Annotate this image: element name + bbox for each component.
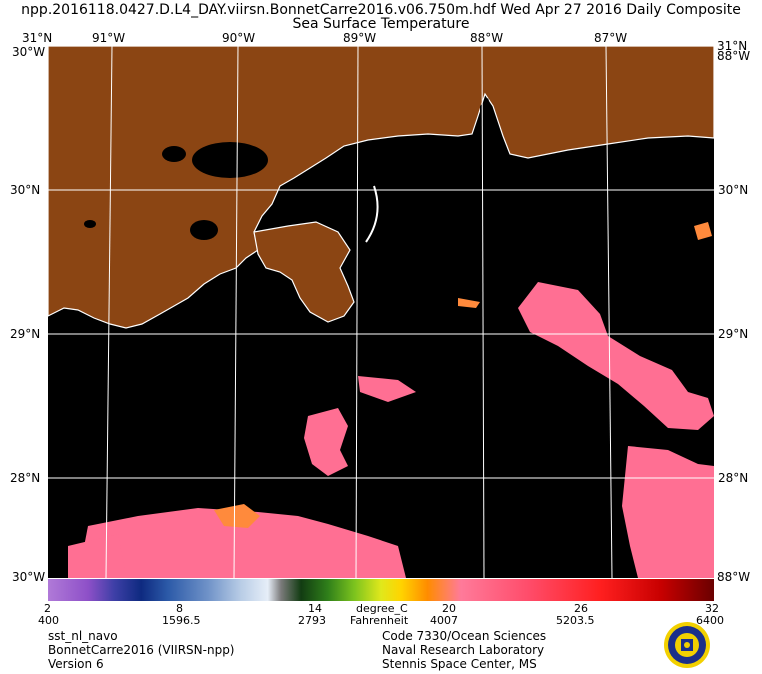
lon-label-91w: 91°W bbox=[92, 31, 126, 45]
sst-patch-central-north bbox=[358, 376, 416, 402]
corner-label-bottom-right: 88°W bbox=[717, 570, 751, 584]
map-svg bbox=[48, 46, 714, 578]
delta bbox=[253, 221, 355, 323]
lat-label-29n-right: 29°N bbox=[718, 327, 749, 341]
sst-patch-orange-1 bbox=[214, 504, 260, 528]
colorbar-tick-f-0: 400 bbox=[38, 614, 59, 627]
lake-pontchartrain bbox=[192, 142, 268, 178]
corner-label-top-right: 88°W bbox=[717, 49, 751, 63]
product-subtitle: Sea Surface Temperature bbox=[292, 16, 470, 32]
sst-patch-east-lower bbox=[622, 446, 714, 578]
image-title: npp.2016118.0427.D.L4_DAY.viirsn.BonnetC… bbox=[21, 2, 741, 18]
sst-patch-orange-2 bbox=[458, 298, 480, 308]
corner-label-bottom-left: 30°W bbox=[12, 570, 46, 584]
footer-location: Stennis Space Center, MS bbox=[382, 657, 537, 671]
colorbar-tick-f-2: 2793 bbox=[298, 614, 326, 627]
footer-lab: Naval Research Laboratory bbox=[382, 643, 545, 657]
lake-salvador bbox=[190, 220, 218, 240]
footer-product-name: sst_nl_navo bbox=[48, 629, 118, 643]
sst-patches bbox=[68, 222, 714, 578]
colorbar-tick-c-2: 14 bbox=[308, 602, 322, 615]
mobile-bay bbox=[476, 98, 498, 154]
corner-label-top-left: 30°W bbox=[12, 45, 46, 59]
sst-patch-west-edge bbox=[68, 534, 126, 578]
colorbar-tick-f-5: 6400 bbox=[696, 614, 724, 627]
colorbar-unit-c: degree_C bbox=[356, 602, 408, 615]
lon-label-87w: 87°W bbox=[594, 31, 628, 45]
colorbar-tick-c-0: 2 bbox=[44, 602, 51, 615]
inland-lake bbox=[84, 220, 96, 228]
graticule bbox=[48, 46, 714, 578]
meridian-88w bbox=[481, 46, 485, 578]
sst-patch-orange-3 bbox=[694, 222, 712, 240]
colorbar-tick-f-4: 5203.5 bbox=[556, 614, 595, 627]
lon-label-89w: 89°W bbox=[343, 31, 377, 45]
colorbar-tick-c-3: 20 bbox=[442, 602, 456, 615]
seal-dot bbox=[684, 642, 690, 648]
colorbar-tick-c-1: 8 bbox=[176, 602, 183, 615]
lat-label-top-right: 31°N bbox=[717, 39, 748, 53]
sst-map bbox=[48, 46, 714, 578]
colorbar-tick-f-3: 4007 bbox=[430, 614, 458, 627]
meridian-91w bbox=[105, 46, 113, 578]
colorbar-tick-c-4: 26 bbox=[574, 602, 588, 615]
nrl-seal-icon bbox=[664, 622, 710, 668]
lat-label-30n-right: 30°N bbox=[718, 183, 749, 197]
lat-label-28n-left: 28°N bbox=[10, 471, 41, 485]
lon-label-90w: 90°W bbox=[222, 31, 256, 45]
footer-version: Version 6 bbox=[48, 657, 104, 671]
meridian-90w bbox=[233, 46, 239, 578]
lake-maurepas bbox=[162, 146, 186, 162]
footer-code: Code 7330/Ocean Sciences bbox=[382, 629, 547, 643]
sst-colorbar bbox=[48, 579, 714, 601]
colorbar-tick-f-1: 1596.5 bbox=[162, 614, 201, 627]
land-mass bbox=[48, 46, 714, 329]
lat-label-top-left: 31°N bbox=[22, 31, 53, 45]
footer-region-sensor: BonnetCarre2016 (VIIRSN-npp) bbox=[48, 643, 235, 657]
lat-label-30n-left: 30°N bbox=[10, 183, 41, 197]
sst-patch-east-upper bbox=[518, 282, 714, 430]
lon-label-88w: 88°W bbox=[470, 31, 504, 45]
meridian-89w bbox=[355, 46, 359, 578]
sst-patch-central bbox=[304, 408, 348, 476]
colorbar-unit-f: Fahrenheit bbox=[350, 614, 409, 627]
sst-patch-southwest bbox=[78, 508, 406, 578]
colorbar-tick-c-5: 32 bbox=[705, 602, 719, 615]
lat-label-29n-left: 29°N bbox=[10, 327, 41, 341]
chandeleur-islands bbox=[365, 185, 379, 243]
lat-label-28n-right: 28°N bbox=[718, 471, 749, 485]
meridian-87w bbox=[605, 46, 613, 578]
